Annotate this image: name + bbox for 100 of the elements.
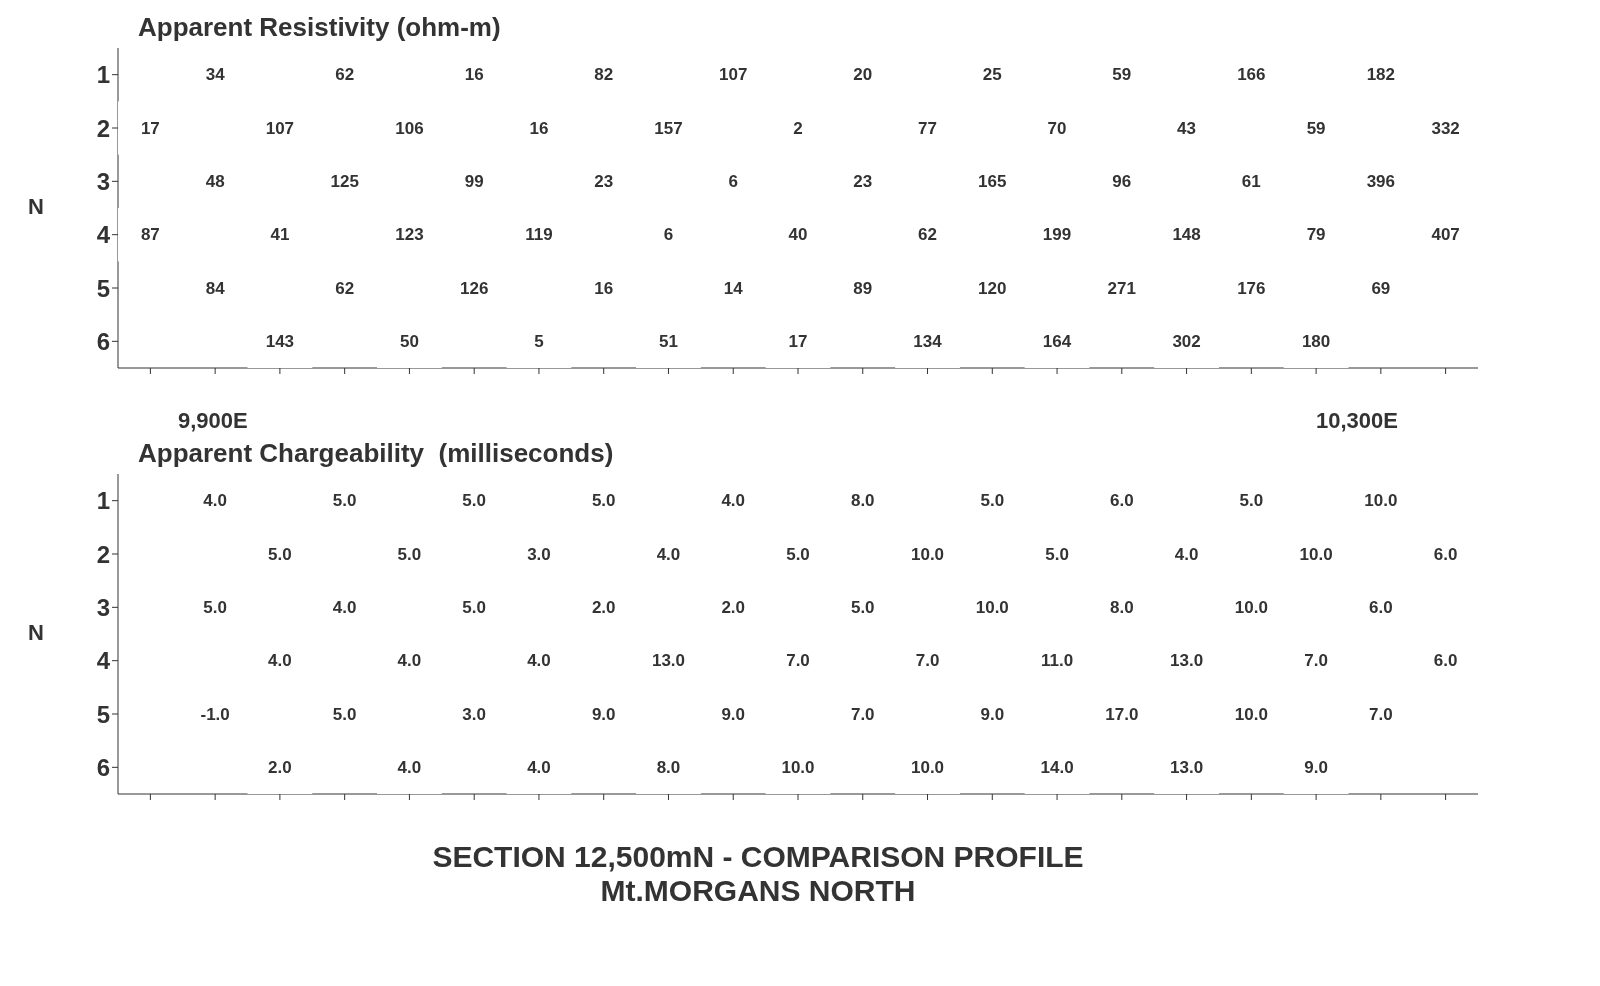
y-tick-label: 4: [96, 647, 111, 675]
data-label: 7.0: [786, 651, 810, 671]
data-label: 4.0: [397, 651, 422, 671]
y-tick-label: 6: [96, 753, 110, 781]
data-label: 302: [1172, 331, 1201, 351]
data-label: 10.0: [910, 757, 945, 777]
data-label: 8.0: [656, 757, 681, 777]
data-label: 3.0: [527, 544, 551, 564]
text: 10,300E: [1316, 408, 1398, 434]
data-label: 5.0: [591, 491, 616, 511]
data-label: 4.0: [397, 757, 422, 777]
chart-title: Apparent Chargeability (milliseconds): [138, 438, 614, 469]
data-label: 10.0: [1234, 704, 1268, 724]
data-label: 96: [1112, 171, 1132, 191]
data-label: 10.0: [1299, 544, 1333, 564]
y-tick-label: 3: [96, 167, 110, 195]
data-label: 5.0: [1239, 491, 1264, 511]
data-label: 4.0: [527, 757, 551, 777]
data-label: 5.0: [1045, 544, 1069, 564]
data-label: 11.0: [1040, 651, 1074, 671]
data-label: 5.0: [203, 597, 227, 617]
data-label: 62: [335, 278, 355, 298]
y-tick-label: 1: [96, 487, 110, 515]
data-label: 5.0: [332, 704, 357, 724]
y-axis-title: N: [28, 620, 44, 646]
data-label: 4.0: [332, 597, 357, 617]
data-label: 89: [853, 278, 873, 298]
data-label: 16: [464, 65, 484, 85]
data-label: 2: [793, 118, 803, 138]
data-label: 157: [654, 118, 683, 138]
data-label: 9.0: [1304, 757, 1328, 777]
data-label: 17.0: [1105, 704, 1139, 724]
data-label: 6: [728, 171, 738, 191]
text: Mt.MORGANS NORTH: [599, 874, 917, 908]
data-label: 5.0: [850, 597, 875, 617]
data-label: 16: [529, 118, 549, 138]
data-label: 4.0: [1174, 544, 1199, 564]
data-label: 13.0: [651, 651, 686, 671]
data-label: 61: [1241, 171, 1261, 191]
data-label: 16: [594, 278, 614, 298]
data-label: 82: [594, 65, 614, 85]
data-label: 84: [205, 278, 226, 298]
data-label: 6: [663, 225, 674, 245]
data-label: -1.0: [200, 704, 230, 724]
data-label: 8.0: [1109, 597, 1134, 617]
text: 9,900E: [178, 408, 248, 434]
data-label: 50: [399, 331, 419, 351]
data-label: 5.0: [462, 491, 487, 511]
data-label: 126: [460, 278, 489, 298]
data-label: 8.0: [850, 491, 875, 511]
data-label: 165: [978, 171, 1007, 191]
data-label: 41: [270, 225, 290, 245]
data-label: 164: [1042, 331, 1072, 351]
text: SECTION 12,500mN - COMPARISON PROFILE: [431, 840, 1085, 874]
data-label: 182: [1366, 65, 1396, 85]
data-label: 9.0: [591, 704, 616, 724]
data-label: 199: [1042, 225, 1072, 245]
data-label: 6.0: [1369, 597, 1393, 617]
data-label: 17: [140, 118, 160, 138]
data-label: 4.0: [721, 491, 746, 511]
data-label: 7.0: [850, 704, 875, 724]
y-tick-label: 3: [96, 593, 110, 621]
data-label: 13.0: [1170, 757, 1204, 777]
data-label: 107: [265, 118, 295, 138]
data-label: 59: [1112, 65, 1132, 85]
y-tick-label: 4: [96, 221, 111, 249]
data-label: 23: [594, 171, 614, 191]
data-label: 134: [913, 331, 943, 351]
data-label: 62: [918, 225, 937, 245]
data-label: 48: [205, 171, 225, 191]
data-label: 107: [719, 65, 748, 85]
data-label: 6.0: [1433, 544, 1458, 564]
data-label: 271: [1107, 278, 1136, 298]
data-label: 9.0: [980, 704, 1005, 724]
data-label: 10.0: [910, 544, 945, 564]
data-label: 2.0: [268, 757, 292, 777]
data-label: 123: [395, 225, 424, 245]
data-label: 5.0: [332, 491, 357, 511]
data-label: 10.0: [781, 757, 815, 777]
data-label: 120: [978, 278, 1007, 298]
y-tick-label: 1: [96, 61, 110, 89]
data-label: 10.0: [975, 597, 1009, 617]
data-label: 148: [1172, 225, 1201, 245]
data-label: 5.0: [462, 597, 487, 617]
data-label: 180: [1301, 331, 1331, 351]
data-label: 10.0: [1234, 597, 1268, 617]
data-label: 99: [464, 171, 484, 191]
data-label: 4.0: [268, 651, 292, 671]
data-label: 4.0: [656, 544, 681, 564]
data-label: 4.0: [527, 651, 551, 671]
data-label: 6.0: [1109, 491, 1134, 511]
data-label: 5.0: [786, 544, 810, 564]
y-tick-label: 2: [96, 114, 110, 142]
data-label: 23: [853, 171, 873, 191]
data-label: 51: [659, 331, 678, 351]
data-label: 5: [534, 331, 544, 351]
y-tick-label: 6: [96, 327, 110, 355]
data-label: 143: [265, 331, 295, 351]
y-tick-label: 5: [96, 700, 110, 728]
data-label: 79: [1306, 225, 1326, 245]
